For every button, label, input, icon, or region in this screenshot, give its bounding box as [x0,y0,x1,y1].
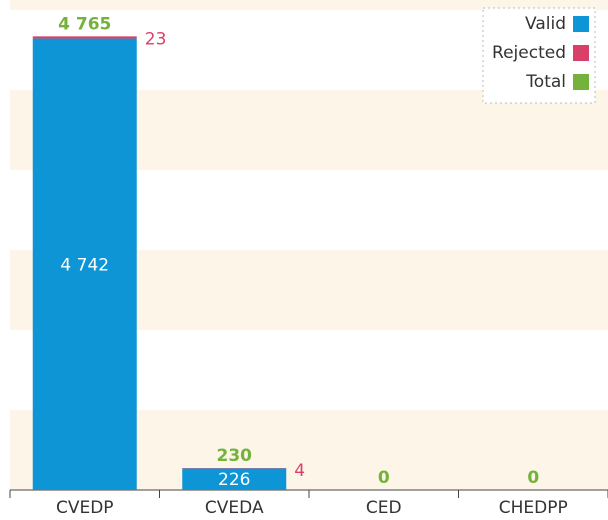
x-tick-label: CVEDA [205,498,264,518]
data-label: 23 [145,29,167,49]
legend-label: Total [525,72,566,92]
data-label: 4 742 [60,255,109,275]
legend-swatch [573,16,589,32]
legend-label: Valid [525,14,566,34]
total-label: 230 [217,446,253,466]
total-label: 0 [378,468,390,488]
total-label: 0 [527,468,539,488]
bar-segment [32,36,137,39]
bar-segment [182,468,287,490]
x-tick-label: CHEDPP [499,498,568,518]
x-tick-label: CVEDP [56,498,114,518]
legend-swatch [573,45,589,61]
data-label: 4 [294,461,305,481]
band [10,0,608,10]
legend-label: Rejected [492,43,566,63]
data-label: 226 [218,470,250,490]
legend-swatch [573,74,589,90]
x-tick-label: CED [366,498,402,518]
bar-segment [32,38,137,491]
total-label: 4 765 [58,14,111,34]
